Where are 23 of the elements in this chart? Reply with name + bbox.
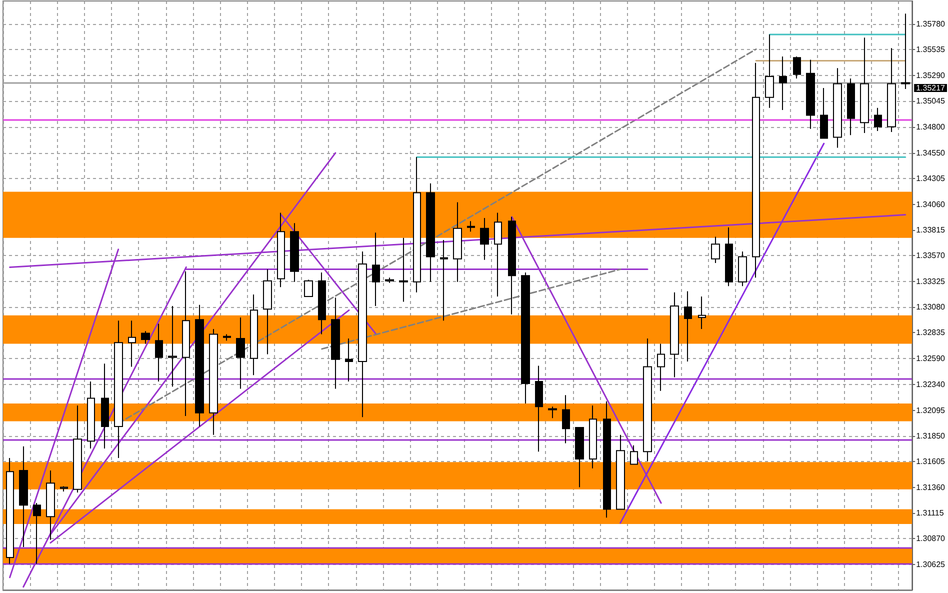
y-tick-label: 1.32835 [916, 328, 946, 338]
y-tick-label: 1.33080 [916, 302, 946, 312]
y-tick-label: 1.32095 [916, 406, 946, 415]
y-tick-label: 1.35290 [916, 70, 946, 80]
y-tick-label: 1.33815 [916, 225, 946, 234]
y-tick-label: 1.35535 [916, 45, 946, 54]
y-tick-label: 1.32590 [916, 354, 946, 363]
y-tick-label: 1.31115 [916, 508, 944, 518]
y-tick-label: 1.35780 [916, 20, 946, 29]
y-tick-label: 1.32340 [916, 380, 946, 390]
y-tick-label: 1.30870 [916, 534, 946, 544]
y-tick-label: 1.30625 [916, 560, 946, 569]
y-tick-label: 1.33325 [916, 276, 946, 286]
y-tick-label: 1.33570 [916, 251, 946, 260]
y-tick-label: 1.31360 [916, 482, 946, 492]
y-tick-label: 1.34060 [916, 200, 946, 209]
y-tick-label: 1.34305 [916, 174, 946, 184]
y-tick-label: 1.34550 [916, 148, 946, 158]
y-tick-label: 1.31850 [916, 431, 946, 440]
y-tick-label: 1.35045 [916, 96, 946, 106]
y-tick-label: 1.31605 [916, 457, 946, 466]
ref-line-label: 1.35217 [916, 84, 946, 93]
y-tick-label: 1.34800 [916, 122, 946, 132]
